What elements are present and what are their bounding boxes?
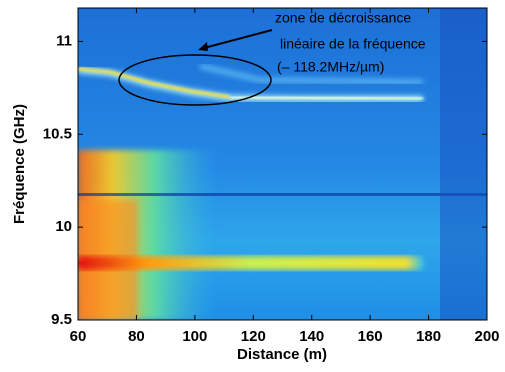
x-tick-label: 140 xyxy=(299,328,324,345)
annotation: linéaire de la fréquence xyxy=(280,36,426,52)
arrow-head xyxy=(198,42,208,51)
x-tick-label: 200 xyxy=(474,328,499,345)
y-axis-label: Fréquence (GHz) xyxy=(11,104,28,224)
x-tick-label: 120 xyxy=(241,328,266,345)
annotation: zone de décroissance xyxy=(275,10,411,26)
heatmap xyxy=(78,8,487,320)
x-axis-label: Distance (m) xyxy=(237,346,327,363)
y-tick-label: 11 xyxy=(56,32,72,49)
annotation: (– 118.2MHz/µm) xyxy=(277,59,384,75)
x-tick-label: 80 xyxy=(128,328,145,345)
highlight-ellipse xyxy=(118,54,272,106)
x-tick-label: 180 xyxy=(416,328,441,345)
x-tick-label: 60 xyxy=(70,328,87,345)
x-tick-label: 160 xyxy=(358,328,383,345)
x-tick-label: 100 xyxy=(182,328,207,345)
plot-frame xyxy=(77,7,488,321)
y-tick-label: 10.5 xyxy=(43,125,72,142)
y-tick-label: 9.5 xyxy=(51,311,72,328)
arrow xyxy=(203,29,273,49)
y-tick-label: 10 xyxy=(55,218,72,235)
